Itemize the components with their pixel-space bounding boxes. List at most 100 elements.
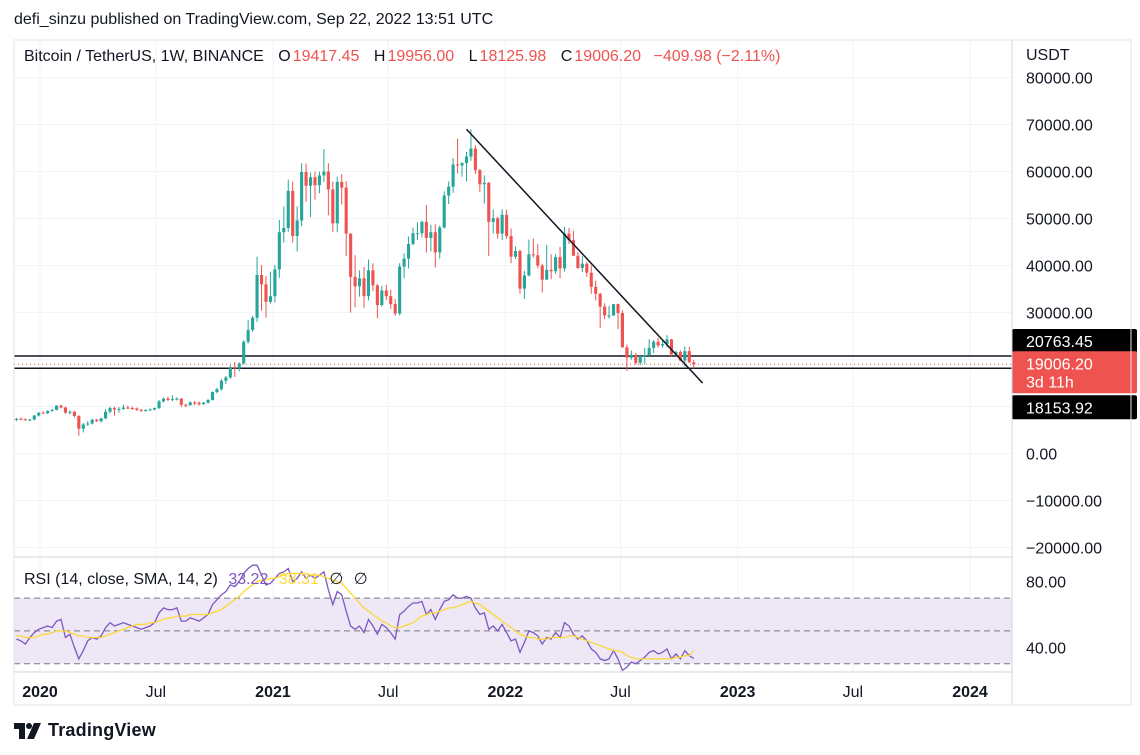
candle [264,275,268,318]
candle [500,209,504,241]
candle-body [491,218,495,222]
candle-body [678,352,682,361]
candle-body [513,251,518,257]
price-tick-label: 70000.00 [1026,118,1093,135]
candle [224,376,228,385]
candle-body [554,257,558,272]
candle [286,179,290,232]
price-axis[interactable]: 80000.00 70000.00 60000.00 50000.00 40000.00… [1026,71,1102,558]
candle-body [357,278,362,287]
candle [549,254,553,280]
candle-body [522,275,526,289]
candle-body [32,415,36,420]
candle-body [420,221,424,234]
publisher-header: defi_sinzu published on TradingView.com,… [14,11,494,28]
tradingview-logo[interactable]: TradingView [14,720,156,741]
candle-body [429,232,433,238]
candle-body [170,399,174,401]
candle-body [237,363,241,369]
candle [273,265,277,303]
candle-body [233,367,237,369]
candle-body [28,419,32,421]
candle [130,406,134,410]
time-axis[interactable]: 2020 Jul 2021 Jul 2022 Jul 2023 Jul 2024 [22,684,988,701]
candle-body [277,232,281,270]
rsi-pane [14,564,1012,672]
candle-body [464,156,469,164]
candle [166,396,170,401]
candle-body [594,286,598,294]
candle-body [375,285,379,306]
candle-body [77,416,81,429]
candle [317,171,322,194]
close-label: C [560,48,573,65]
candle [340,173,344,205]
rsi-axis[interactable]: 80.00 40.00 [1026,575,1066,658]
candle [104,408,108,420]
candle [77,415,81,436]
candle-body [598,293,602,307]
candle [197,401,201,406]
candle-body [148,409,152,411]
candle-body [41,412,45,414]
candle [54,405,59,411]
candle-body [255,275,259,318]
candle-body [54,405,59,410]
symbol-legend[interactable]: Bitcoin / TetherUS, 1W, BINANCE O 19417.4… [24,48,782,66]
candle-body [135,408,139,410]
open-label: O [278,48,291,65]
candle [554,254,558,275]
time-tick-label: 2023 [720,684,756,701]
lower-level-tag: 18153.92 [1012,395,1137,420]
candle [536,243,540,269]
chart-canvas[interactable]: 80000.00 70000.00 60000.00 50000.00 40000.00… [0,0,1140,715]
time-tick-label: Jul [146,684,166,701]
candle-body [665,339,669,345]
candle [687,346,691,363]
candle [308,172,313,218]
candle-body [121,407,125,409]
candle-body [438,227,442,253]
rsi-legend[interactable]: RSI (14, close, SMA, 14, 2) 33.22 38.31 … [24,569,368,589]
candle-body [188,402,192,406]
candle [576,251,580,269]
price-tick-label: 30000.00 [1026,306,1093,323]
candle [259,265,264,311]
candle [375,283,379,319]
candle [585,261,589,277]
candle [487,181,491,257]
trendline[interactable] [465,128,704,384]
candle-body [295,220,299,236]
rsi-value: 33.22 [228,571,269,588]
candle [424,204,428,253]
candle [139,408,143,412]
candle [603,303,607,320]
candle [407,236,411,269]
candle-body [179,398,183,405]
candle-body [629,354,633,358]
currency-label: USDT [1026,47,1070,64]
candle-body [282,228,286,233]
candle [349,233,353,313]
candle-body [95,419,99,422]
candle-body [126,407,130,409]
candle [255,256,259,322]
candle [108,406,112,414]
candle-body [580,263,584,268]
candle [580,256,584,273]
candle [527,239,531,277]
candle [304,163,308,202]
candle [629,350,633,360]
horizontal-levels [14,355,1012,370]
candle-body [46,410,50,414]
candle [202,401,206,405]
candle-body [157,401,161,409]
candle [496,216,500,239]
last-price-tag-text: 19006.20 [1026,356,1093,373]
candle [95,418,99,423]
change-value: −409.98 (−2.11%) [653,48,781,65]
candle-body [469,148,473,157]
candle-body [228,367,232,378]
candle-body [473,148,477,171]
candle [478,168,482,193]
